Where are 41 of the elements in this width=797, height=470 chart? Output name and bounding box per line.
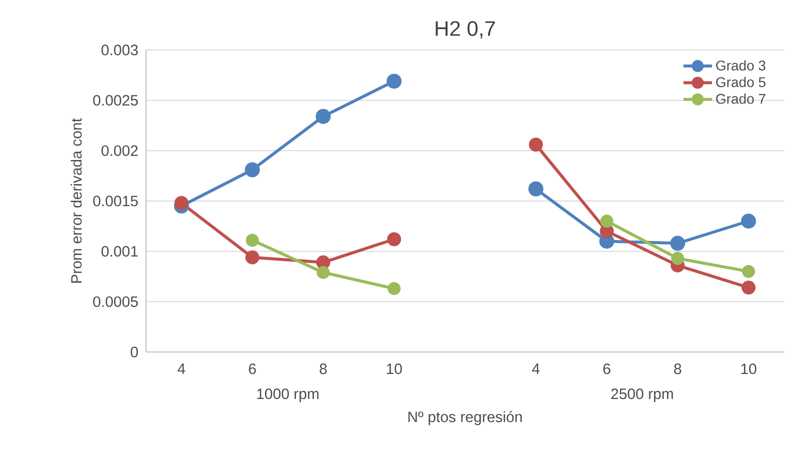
y-tick-label: 0.0005 [93, 296, 138, 307]
point [316, 255, 330, 270]
y-axis-title: Prom error derivada cont [70, 118, 82, 283]
x-tick-label: 6 [603, 364, 610, 374]
text: 1000 rpm [257, 388, 318, 402]
legend-label: Grado 3 [716, 60, 766, 71]
y-tick-label: 0.001 [102, 246, 138, 257]
x-tick-label: 8 [320, 364, 327, 374]
point [742, 264, 756, 278]
point [245, 250, 260, 264]
y-tick-label: 0 [130, 346, 138, 358]
legend-label: Grado 5 [716, 76, 766, 88]
point [316, 266, 330, 279]
x-tick-label: 10 [386, 364, 402, 374]
point [671, 252, 684, 265]
y-tick-label: 0.0015 [93, 196, 138, 206]
point [316, 108, 331, 124]
x-tick-label: 10 [741, 364, 756, 374]
x-tick-label: 8 [674, 364, 682, 374]
x-tick-label: 4 [178, 364, 186, 374]
x-axis-title: Nº ptos regresión [408, 411, 522, 426]
point [244, 162, 260, 178]
point [741, 214, 756, 229]
chart-title: H2 0,7 [436, 21, 495, 38]
x-tick-label: 6 [248, 364, 256, 374]
y-tick-label: 0.0025 [93, 95, 138, 106]
point [670, 236, 686, 251]
text: 2500 rpm [611, 388, 673, 402]
x-tick-label: 4 [532, 364, 540, 374]
point [246, 234, 259, 247]
point [528, 181, 544, 196]
point [600, 214, 614, 228]
legend-label: Grado 7 [716, 94, 766, 104]
y-tick-label: 0.003 [102, 44, 138, 56]
point [528, 138, 543, 152]
point [742, 280, 756, 295]
point [174, 196, 188, 210]
y-tick-label: 0.002 [102, 145, 138, 156]
point [386, 74, 402, 89]
point [388, 282, 401, 296]
point [387, 232, 402, 246]
